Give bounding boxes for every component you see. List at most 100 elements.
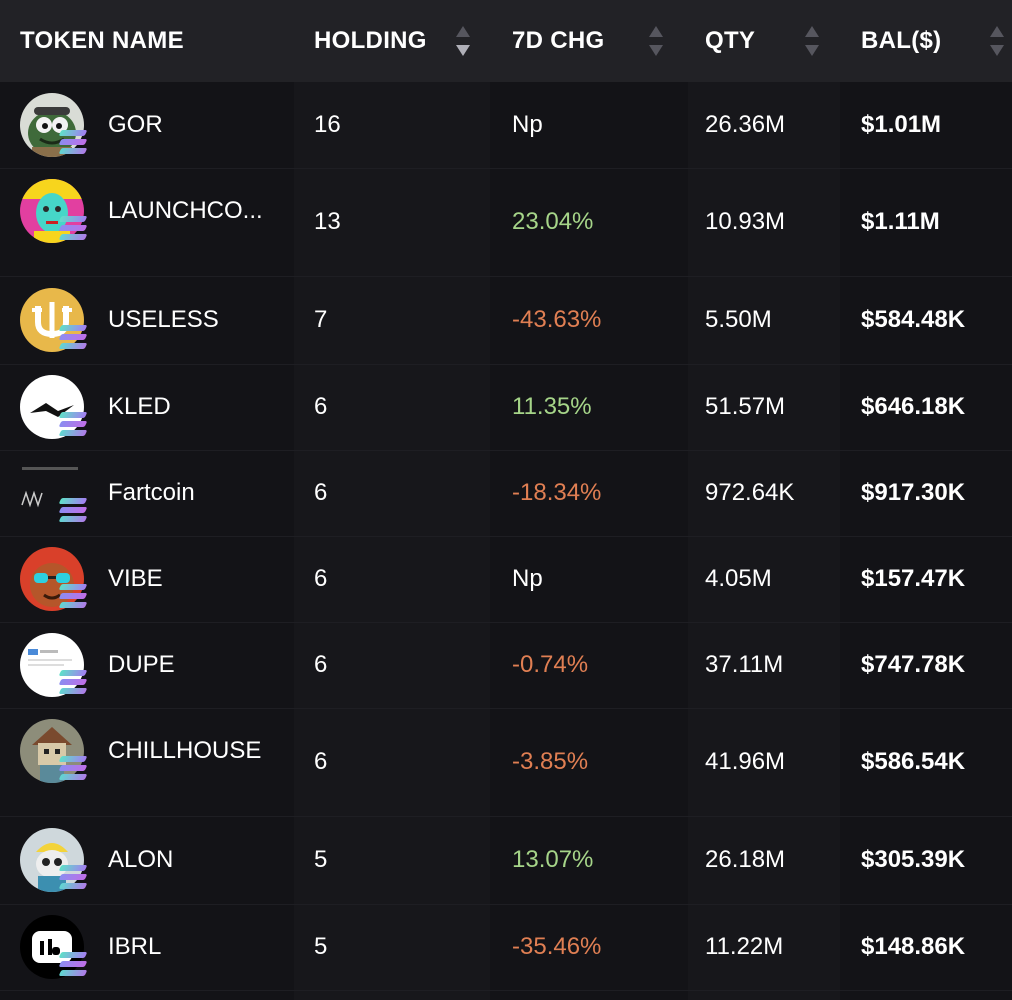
7d-change-value: -35.46% xyxy=(512,933,602,960)
7d-change-value: 23.04% xyxy=(512,208,594,235)
solana-chain-icon xyxy=(58,584,88,608)
ibrl-logo-avatar-icon xyxy=(20,915,84,979)
qty-column-background xyxy=(688,82,840,1000)
7d-change-value: -0.74% xyxy=(512,651,589,678)
qty-value: 26.36M xyxy=(705,111,786,138)
qty-value: 11.22M xyxy=(705,933,784,960)
table-row[interactable]: CHILLHOUSE 6 -3.85% 41.96M $586.54K xyxy=(0,708,1012,817)
token-avatar xyxy=(20,179,88,243)
house-character-avatar-icon xyxy=(20,719,84,783)
solana-chain-icon xyxy=(58,756,88,780)
token-avatar xyxy=(20,915,88,979)
balance-value: $917.30K xyxy=(861,479,966,506)
sort-holding-icon[interactable] xyxy=(456,26,470,56)
balance-value: $148.86K xyxy=(861,933,966,960)
7d-change-value: Np xyxy=(512,111,543,138)
balance-value: $584.48K xyxy=(861,306,966,333)
7d-change-value: -18.34% xyxy=(512,479,602,506)
table-row[interactable]: GOR 16 Np 26.36M $1.01M xyxy=(0,82,1012,169)
sort-7d-chg-icon[interactable] xyxy=(649,26,663,56)
token-name[interactable]: IBRL xyxy=(108,933,162,960)
screenshot-avatar-icon xyxy=(20,633,84,697)
solana-chain-icon xyxy=(58,216,88,240)
token-avatar xyxy=(20,93,88,157)
column-header-7d-chg[interactable]: 7D CHG xyxy=(512,27,605,54)
token-avatar xyxy=(20,633,88,697)
table-header: TOKEN NAME HOLDING 7D CHG QTY BAL($) xyxy=(0,0,1012,82)
balance-value: $157.47K xyxy=(861,565,966,592)
balance-value: $747.78K xyxy=(861,651,966,678)
holding-value: 5 xyxy=(314,846,328,873)
qty-value: 5.50M xyxy=(705,306,772,333)
column-header-qty[interactable]: QTY xyxy=(705,27,756,54)
qty-value: 4.05M xyxy=(705,565,772,592)
qty-value: 51.57M xyxy=(705,393,786,420)
table-row[interactable]: DUPE 6 -0.74% 37.11M $747.78K xyxy=(0,622,1012,709)
qty-value: 26.18M xyxy=(705,846,786,873)
token-name[interactable]: VIBE xyxy=(108,565,163,592)
token-avatar xyxy=(20,547,88,611)
holding-value: 13 xyxy=(314,208,341,235)
token-name[interactable]: ALON xyxy=(108,846,174,873)
token-avatar xyxy=(20,288,88,352)
qty-value: 37.11M xyxy=(705,651,784,678)
token-avatar xyxy=(20,375,88,439)
holding-column-background xyxy=(294,82,490,1000)
solana-chain-icon xyxy=(58,670,88,694)
qty-value: 972.64K xyxy=(705,479,795,506)
sort-qty-icon[interactable] xyxy=(805,26,819,56)
hardhat-character-avatar-icon xyxy=(20,828,84,892)
holding-value: 7 xyxy=(314,306,328,333)
7d-change-value: 11.35% xyxy=(512,393,592,420)
token-name[interactable]: KLED xyxy=(108,393,171,420)
7d-change-value: Np xyxy=(512,565,543,592)
token-name[interactable]: Fartcoin xyxy=(108,479,195,506)
solana-chain-icon xyxy=(58,325,88,349)
7d-change-value: -43.63% xyxy=(512,306,602,333)
table-row[interactable]: IBRL 5 -35.46% 11.22M $148.86K xyxy=(0,904,1012,991)
token-name[interactable]: LAUNCHCO... xyxy=(108,197,263,224)
7d-change-value: 13.07% xyxy=(512,846,594,873)
column-header-holding[interactable]: HOLDING xyxy=(314,27,427,54)
solana-chain-icon xyxy=(58,412,88,436)
holding-value: 6 xyxy=(314,565,328,592)
solana-chain-icon xyxy=(58,952,88,976)
table-row[interactable]: VIBE 6 Np 4.05M $157.47K xyxy=(0,536,1012,623)
solana-chain-icon xyxy=(58,130,88,154)
token-name[interactable]: CHILLHOUSE xyxy=(108,737,262,764)
7d-change-value: -3.85% xyxy=(512,748,589,775)
holding-value: 16 xyxy=(314,111,341,138)
holding-value: 6 xyxy=(314,651,328,678)
holding-value: 6 xyxy=(314,748,328,775)
balance-value: $586.54K xyxy=(861,748,966,775)
balance-value: $1.11M xyxy=(861,208,940,235)
table-row[interactable]: ALON 5 13.07% 26.18M $305.39K xyxy=(0,816,1012,905)
sort-bal-icon[interactable] xyxy=(990,26,1004,56)
holding-value: 5 xyxy=(314,933,328,960)
balance-value: $305.39K xyxy=(861,846,966,873)
token-name[interactable]: GOR xyxy=(108,111,163,138)
gold-coin-avatar-icon xyxy=(20,288,84,352)
green-monster-avatar-icon xyxy=(20,93,84,157)
table-row[interactable]: USELESS 7 -43.63% 5.50M $584.48K xyxy=(0,276,1012,365)
qty-value: 10.93M xyxy=(705,208,786,235)
solana-chain-icon xyxy=(58,498,88,522)
holding-value: 6 xyxy=(314,479,328,506)
token-avatar xyxy=(20,828,88,892)
token-avatar xyxy=(20,719,88,783)
neon-face-avatar-icon xyxy=(20,179,84,243)
token-name[interactable]: USELESS xyxy=(108,306,219,333)
column-header-bal[interactable]: BAL($) xyxy=(861,27,942,54)
table-row[interactable]: Fartcoin 6 -18.34% 972.64K $917.30K xyxy=(0,450,1012,537)
wave-logo-avatar-icon xyxy=(20,375,84,439)
solana-chain-icon xyxy=(58,865,88,889)
balance-value: $646.18K xyxy=(861,393,966,420)
table-row[interactable]: LAUNCHCO... 13 23.04% 10.93M $1.11M xyxy=(0,168,1012,277)
table-row[interactable]: KLED 6 11.35% 51.57M $646.18K xyxy=(0,364,1012,451)
token-name[interactable]: DUPE xyxy=(108,651,175,678)
holding-value: 6 xyxy=(314,393,328,420)
qty-value: 41.96M xyxy=(705,748,786,775)
balance-value: $1.01M xyxy=(861,111,942,138)
column-header-token-name: TOKEN NAME xyxy=(20,27,184,54)
